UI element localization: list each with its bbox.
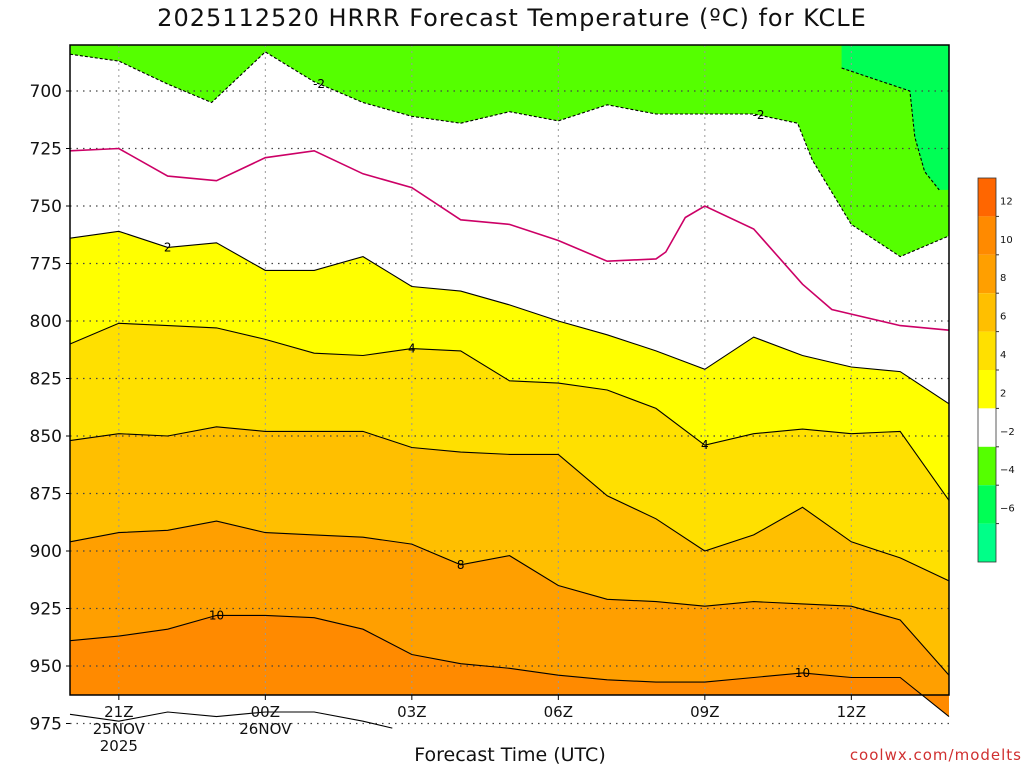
band--4-to--2 <box>70 45 949 257</box>
y-tick-label: 925 <box>30 600 62 620</box>
colorbar-label: 2 <box>1000 388 1006 399</box>
contour-line <box>841 67 940 191</box>
contour-line <box>69 230 950 405</box>
band--6-to--4 <box>841 45 949 190</box>
contour-line <box>69 614 950 718</box>
contour-label: 4 <box>408 342 416 356</box>
colorbar-label: 6 <box>1000 312 1006 323</box>
y-tick-label: 800 <box>30 312 62 332</box>
y-tick-label: 825 <box>30 370 62 390</box>
colorbar-label: −6 <box>1000 504 1015 515</box>
colorbar-label: 10 <box>1000 235 1013 246</box>
x-tick-label: 21Z <box>104 703 133 721</box>
x-tick-label: 00Z <box>251 703 280 721</box>
colorbar-swatch <box>978 178 996 217</box>
contour-line <box>69 711 393 729</box>
colorbar-label: 4 <box>1000 350 1006 361</box>
contour-label: 10 <box>209 608 224 622</box>
y-tick-label: 725 <box>30 140 62 160</box>
x-tick-label: 26NOV <box>239 720 292 738</box>
y-tick-label: 750 <box>30 197 62 217</box>
band-8-to-10 <box>70 521 949 717</box>
colorbar-swatch <box>978 485 996 524</box>
contour-label: 8 <box>457 558 465 572</box>
colorbar-label: 12 <box>1000 196 1013 207</box>
plot-frame <box>69 44 950 696</box>
colorbar-swatch <box>978 408 996 447</box>
contour-line <box>69 520 950 676</box>
band-4-to-6 <box>70 323 949 581</box>
contour-line <box>69 51 950 258</box>
colorbar-label: 8 <box>1000 273 1006 284</box>
colorbar-swatch <box>978 370 996 409</box>
x-tick-label: 12Z <box>837 703 866 721</box>
y-tick-label: 975 <box>30 715 62 735</box>
contour-line <box>69 426 950 582</box>
x-tick-label: 06Z <box>544 703 573 721</box>
colorbar-swatch <box>978 293 996 332</box>
colorbar-swatch <box>978 216 996 255</box>
band-10-to-12 <box>70 615 949 717</box>
x-tick-label: 25NOV <box>93 720 146 738</box>
x-tick-label: 2025 <box>100 737 138 755</box>
colorbar-swatch <box>978 523 996 562</box>
contour-label: 10 <box>795 666 810 680</box>
y-tick-label: 700 <box>30 82 62 102</box>
colorbar-label: −4 <box>1000 465 1015 476</box>
colorbar-swatch <box>978 331 996 370</box>
y-tick-label: 775 <box>30 255 62 275</box>
chart-title: 2025112520 HRRR Forecast Temperature (ºC… <box>157 4 867 32</box>
contour-label: 2 <box>164 240 172 254</box>
x-tick-label: 03Z <box>397 703 426 721</box>
band-6-to-8 <box>70 426 949 676</box>
contour-label: -2 <box>313 77 325 91</box>
band-2-to-4 <box>70 231 949 501</box>
contour-line <box>69 322 950 501</box>
y-tick-label: 900 <box>30 542 62 562</box>
x-axis-label: Forecast Time (UTC) <box>414 744 606 766</box>
x-tick-label: 09Z <box>690 703 719 721</box>
colorbar-swatch <box>978 254 996 294</box>
y-tick-label: 950 <box>30 657 62 677</box>
contour-line <box>69 147 950 331</box>
y-tick-label: 850 <box>30 427 62 447</box>
y-tick-label: 875 <box>30 485 62 505</box>
contour-label: 4 <box>701 438 709 452</box>
colorbar-label: −2 <box>1000 427 1015 438</box>
colorbar-swatch <box>978 446 996 486</box>
contour-label: -2 <box>753 108 765 122</box>
credit-link[interactable]: coolwx.com/modelts <box>849 746 1022 764</box>
